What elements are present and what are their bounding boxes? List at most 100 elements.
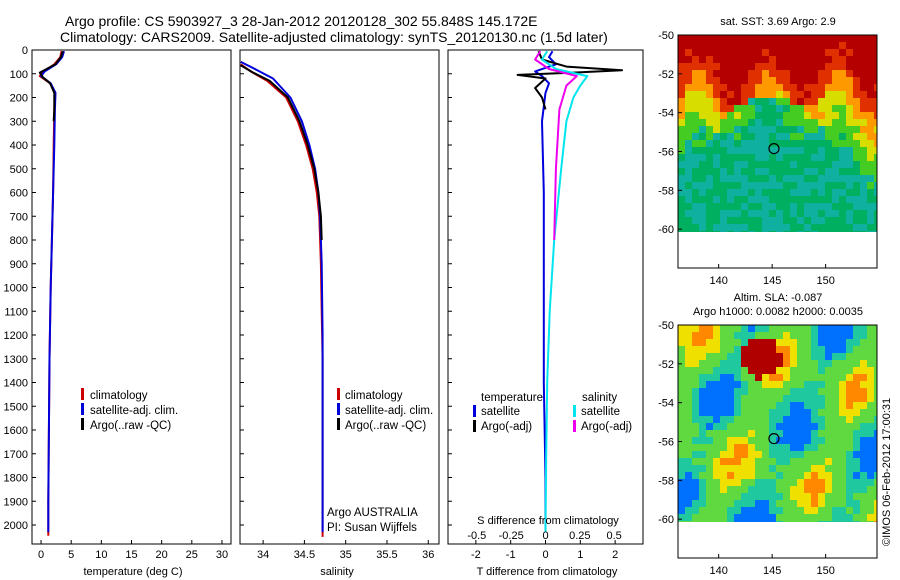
map-cell [713,161,720,168]
map-cell [867,70,874,77]
map-cell [678,325,685,332]
map-cell [741,409,748,416]
map-cell [839,437,846,444]
map-cell [860,339,867,346]
map-cell [692,416,699,423]
map-cell [846,56,853,63]
map-cell [839,514,846,521]
map-cell [846,339,853,346]
map-cell [755,486,762,493]
map-cell [832,416,839,423]
map-cell [846,91,853,98]
map-cell [748,388,755,395]
map-cell [846,388,853,395]
map-cell [769,105,776,112]
map-cell [846,217,853,224]
map-cell [699,353,706,360]
map-cell [692,210,699,217]
map-cell [769,98,776,105]
map-cell [825,416,832,423]
map-cell [678,182,685,189]
map-cell [762,507,769,514]
map-cell [692,353,699,360]
map-cell [678,154,685,161]
map-cell [818,161,825,168]
map-cell [755,500,762,507]
map-cell [853,133,860,140]
map-cell [797,409,804,416]
map-cell [846,203,853,210]
map-cell [846,402,853,409]
map-cell [741,63,748,70]
map-cell [685,500,692,507]
legend-heading-salinity: salinity [582,392,617,404]
map-cell [811,77,818,84]
map-cell [692,374,699,381]
map-cell [846,507,853,514]
map-cell [832,514,839,521]
map-cell [769,388,776,395]
map-cell [776,98,783,105]
map-cell [713,217,720,224]
y-tick-label: 1400 [4,378,28,390]
map-cell [811,98,818,105]
map-cell [790,479,797,486]
map-cell [762,217,769,224]
map-cell [734,416,741,423]
series-line-temperature-argo-adj- [516,50,624,110]
map-cell [825,161,832,168]
map-cell [685,112,692,119]
map-cell [720,49,727,56]
x-tick-label: 35 [340,549,352,561]
map-cell [748,182,755,189]
map-cell [699,416,706,423]
map-cell [804,231,811,232]
map-cell [790,416,797,423]
map-cell [783,196,790,203]
map-cell [867,444,874,451]
map-cell [839,360,846,367]
map-cell [762,486,769,493]
map-cell [734,56,741,63]
map-cell [846,472,853,479]
map-cell [832,91,839,98]
map-cell [699,472,706,479]
map-cell [685,486,692,493]
map-cell [755,521,762,522]
map-cell [678,332,685,339]
x-tick-label: 25 [186,549,198,561]
map-cell [762,521,769,522]
map-cell [874,332,877,339]
map-cell [825,112,832,119]
map-cell [748,346,755,353]
map-cell [685,374,692,381]
map-cell [860,35,867,42]
map-cell [853,339,860,346]
map-cell [874,402,877,409]
map-cell [678,521,685,522]
map-cell [713,105,720,112]
map-cell [727,500,734,507]
map-cell [797,112,804,119]
map-cell [755,224,762,231]
map-cell [867,479,874,486]
map-cell [797,486,804,493]
map-cell [720,521,727,522]
map-cell [839,444,846,451]
map-cell [846,465,853,472]
map-cell [776,507,783,514]
map-cell [776,126,783,133]
map-cell [867,140,874,147]
map-cell [727,112,734,119]
map-cell [755,430,762,437]
map-cell [769,465,776,472]
map-cell [685,514,692,521]
map-cell [706,332,713,339]
map-cell [839,210,846,217]
map-cell [755,346,762,353]
map-cell [685,63,692,70]
map-cell [867,126,874,133]
map-cell [839,56,846,63]
map-cell [867,451,874,458]
map-cell [811,374,818,381]
